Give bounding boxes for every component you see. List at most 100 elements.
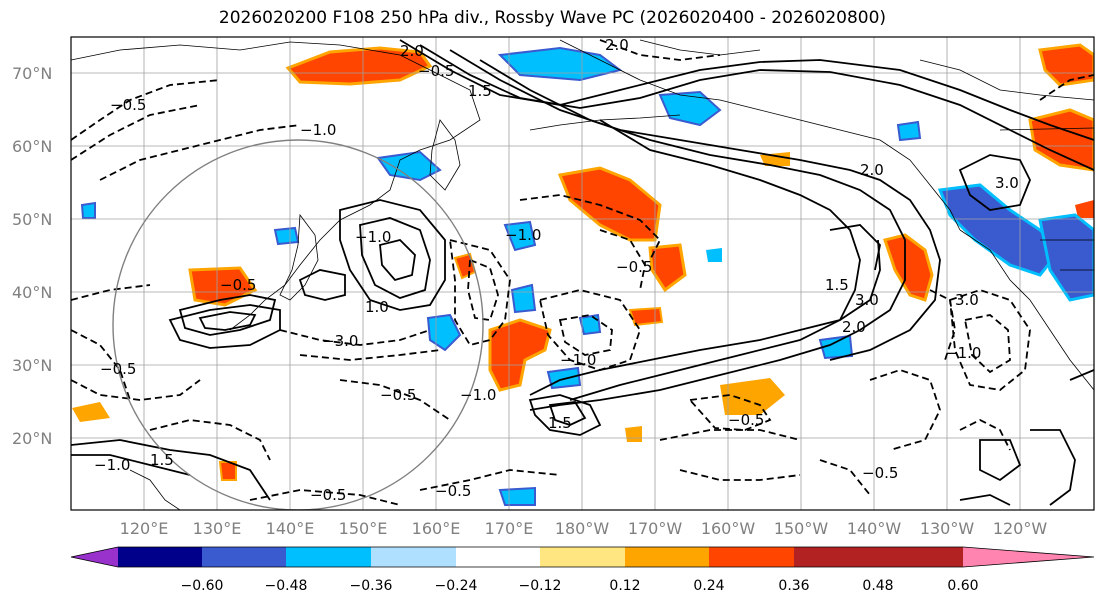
negative-anomaly [578, 313, 602, 336]
lon-label: 160°W [701, 519, 756, 538]
negative-anomaly [80, 201, 96, 219]
contour-label: −1.0 [300, 121, 336, 139]
positive-anomaly [453, 252, 477, 280]
coastlines [71, 39, 1094, 510]
positive-anomaly [625, 426, 642, 442]
colorbar-tick: 0.12 [609, 578, 640, 594]
colorbar-segment [540, 547, 625, 567]
kamchatka-coast [429, 119, 461, 191]
negative-anomaly [273, 226, 300, 246]
colorbar-tick: −0.12 [519, 578, 562, 594]
contour-labels: 2.0 −0.5 1.5 2.0 −1.0 −0.5 −1.0 −0.5 −0.… [94, 36, 1019, 504]
contour-label: 2.0 [605, 36, 629, 54]
negative-anomaly [1038, 213, 1094, 302]
alaska-coast [559, 39, 961, 231]
lat-label: 70°N [12, 64, 52, 83]
japan-coast [279, 213, 319, 301]
negative-anomaly [546, 366, 582, 390]
colorbar-tick: −0.36 [350, 578, 393, 594]
lon-label: 130°E [193, 519, 242, 538]
na-west-coast [959, 229, 1094, 391]
contour-label: −0.5 [435, 482, 471, 500]
arctic-coast [639, 39, 761, 56]
positive-anomaly [628, 306, 664, 327]
lon-label: 120°E [120, 519, 169, 538]
canada-interior [919, 59, 1094, 101]
lat-label: 30°N [12, 356, 52, 375]
positive-anomaly [488, 318, 552, 392]
negative-anomaly [896, 120, 922, 142]
positive-anomaly [72, 402, 110, 422]
longitude-labels: 120°E 130°E 140°E 150°E 160°E 170°E 180°… [120, 519, 1048, 538]
positive-anomaly [557, 166, 662, 242]
divergence-shading [72, 43, 1094, 506]
contour-label: −0.5 [220, 276, 256, 294]
negative-anomaly [818, 334, 854, 360]
lon-label: 140°E [266, 519, 315, 538]
positive-anomaly [1038, 43, 1094, 87]
contour-label: −0.5 [100, 360, 136, 378]
colorbar-extend-high [963, 547, 1094, 567]
us-state-lines [1040, 239, 1094, 271]
negative-anomaly [706, 248, 722, 262]
contour-label: 1.5 [468, 82, 492, 100]
negative-anomaly [503, 220, 537, 252]
lat-label: 20°N [12, 429, 52, 448]
contour-label: 1.5 [150, 451, 174, 469]
na-border [999, 127, 1094, 131]
contour-label: −0.5 [728, 411, 764, 429]
lon-label: 180°W [555, 519, 610, 538]
lon-label: 150°E [339, 519, 388, 538]
contour-label: −1.0 [560, 351, 596, 369]
map-title: 2026020200 F108 250 hPa div., Rossby Wav… [218, 8, 887, 28]
colorbar-tick: 0.48 [862, 578, 893, 594]
lon-label: 120°W [993, 519, 1048, 538]
negative-anomaly [497, 46, 623, 82]
negative-anomaly [658, 90, 722, 127]
colorbar-segment-high [878, 547, 963, 567]
contour-label: −0.5 [616, 258, 652, 276]
positive-anomaly [285, 46, 433, 86]
colorbar-tick: 0.36 [778, 578, 809, 594]
colorbar-tick: −0.60 [181, 578, 224, 594]
positive-anomaly [883, 233, 934, 302]
latitude-labels: 70°N 60°N 50°N 40°N 30°N 20°N [12, 64, 52, 448]
contour-label: −1.0 [505, 226, 541, 244]
colorbar-tick: 0.24 [693, 578, 724, 594]
contour-label: 2.0 [400, 42, 424, 60]
contour-label: 2.0 [860, 161, 884, 179]
negative-anomaly [498, 486, 536, 506]
contour-label: −0.5 [418, 62, 454, 80]
negative-anomaly [510, 283, 537, 314]
positive-anomaly [1028, 108, 1094, 172]
positive-anomaly [720, 378, 785, 415]
colorbar-tick: −0.24 [435, 578, 478, 594]
philippines-coast [129, 469, 181, 510]
positive-anomaly [1075, 200, 1094, 218]
positive-contours [71, 39, 1094, 506]
great-circle [112, 139, 484, 510]
contour-label: 3.0 [955, 291, 979, 309]
lat-label: 60°N [12, 137, 52, 156]
asia-coast [71, 41, 481, 331]
lon-label: 130°W [920, 519, 975, 538]
contour-label: 3.0 [995, 174, 1019, 192]
colorbar: −0.60 −0.48 −0.36 −0.24 −0.12 0.12 0.24 … [70, 546, 1095, 594]
contour-label: 1.5 [548, 414, 572, 432]
contour-label: −1.0 [94, 456, 130, 474]
lat-label: 50°N [12, 210, 52, 229]
contour-label: −1.0 [460, 386, 496, 404]
lon-label: 150°W [774, 519, 829, 538]
colorbar-segment [202, 547, 286, 567]
contour-label: 3.0 [855, 291, 879, 309]
colorbar-extend-low [71, 547, 118, 567]
contour-label: −0.5 [862, 464, 898, 482]
colorbar-segment [794, 547, 878, 567]
colorbar-segment [625, 547, 709, 567]
lon-label: 170°W [628, 519, 683, 538]
lon-label: 140°W [847, 519, 902, 538]
colorbar-segment [118, 547, 202, 567]
lon-label: 170°E [485, 519, 534, 538]
negative-contours [71, 39, 1094, 506]
